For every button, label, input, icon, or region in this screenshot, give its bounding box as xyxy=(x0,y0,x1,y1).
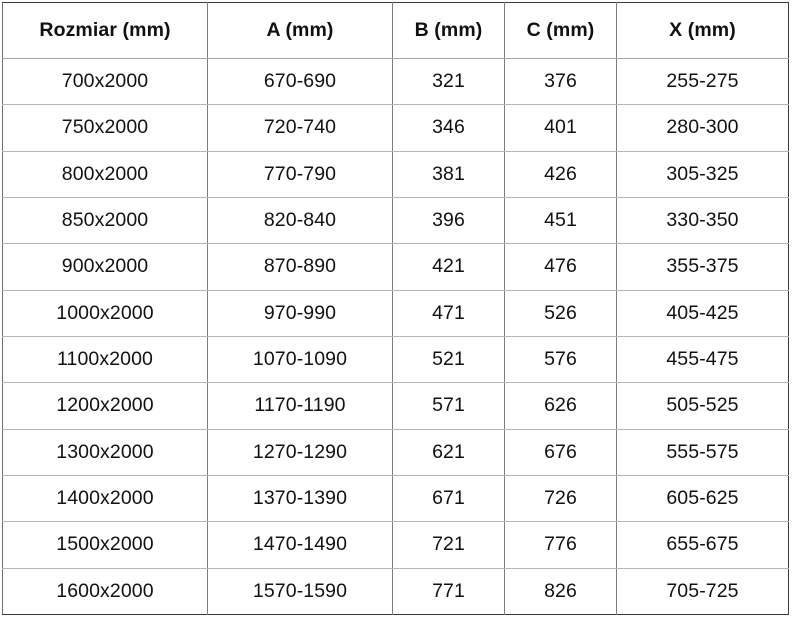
cell-b: 721 xyxy=(392,521,505,569)
cell-x: 405-425 xyxy=(616,290,789,337)
table-header: Rozmiar (mm) A (mm) B (mm) C (mm) X (mm) xyxy=(2,2,789,59)
cell-a: 970-990 xyxy=(207,290,393,337)
cell-a: 1470-1490 xyxy=(207,521,393,569)
cell-b: 321 xyxy=(392,58,505,106)
cell-c: 826 xyxy=(504,568,617,615)
cell-c: 451 xyxy=(504,197,617,245)
cell-a: 820-840 xyxy=(207,197,393,245)
cell-a: 670-690 xyxy=(207,58,393,106)
table-row: 900x2000 870-890 421 476 355-375 xyxy=(2,243,789,291)
table-row: 750x2000 720-740 346 401 280-300 xyxy=(2,104,789,152)
cell-size: 700x2000 xyxy=(2,58,208,106)
cell-size: 1600x2000 xyxy=(2,568,208,615)
cell-c: 776 xyxy=(504,521,617,569)
cell-a: 1270-1290 xyxy=(207,429,393,476)
cell-b: 471 xyxy=(392,290,505,337)
cell-b: 381 xyxy=(392,151,505,198)
cell-size: 1400x2000 xyxy=(2,475,208,523)
cell-b: 521 xyxy=(392,336,505,384)
cell-size: 900x2000 xyxy=(2,243,208,291)
table-body: 700x2000 670-690 321 376 255-275 750x2000 720-… xyxy=(2,58,789,615)
column-header-x: X (mm) xyxy=(616,2,789,59)
table-row: 1500x2000 1470-1490 721 776 655-675 xyxy=(2,521,789,569)
table-row: 1400x2000 1370-1390 671 726 605-625 xyxy=(2,475,789,523)
cell-c: 676 xyxy=(504,429,617,476)
cell-b: 621 xyxy=(392,429,505,476)
cell-c: 426 xyxy=(504,151,617,198)
cell-x: 705-725 xyxy=(616,568,789,615)
cell-size: 850x2000 xyxy=(2,197,208,245)
table-row: 1100x2000 1070-1090 521 576 455-475 xyxy=(2,336,789,384)
dimensions-table: Rozmiar (mm) A (mm) B (mm) C (mm) X (mm)… xyxy=(2,2,789,615)
cell-c: 476 xyxy=(504,243,617,291)
cell-b: 671 xyxy=(392,475,505,523)
cell-a: 870-890 xyxy=(207,243,393,291)
cell-x: 305-325 xyxy=(616,151,789,198)
column-header-b: B (mm) xyxy=(392,2,505,59)
cell-size: 750x2000 xyxy=(2,104,208,152)
cell-x: 280-300 xyxy=(616,104,789,152)
cell-a: 720-740 xyxy=(207,104,393,152)
table-row: 700x2000 670-690 321 376 255-275 xyxy=(2,58,789,106)
table-row: 1000x2000 970-990 471 526 405-425 xyxy=(2,290,789,337)
cell-x: 555-575 xyxy=(616,429,789,476)
table-row: 800x2000 770-790 381 426 305-325 xyxy=(2,151,789,198)
cell-b: 771 xyxy=(392,568,505,615)
cell-x: 355-375 xyxy=(616,243,789,291)
table-row: 1600x2000 1570-1590 771 826 705-725 xyxy=(2,568,789,615)
cell-size: 1500x2000 xyxy=(2,521,208,569)
cell-x: 255-275 xyxy=(616,58,789,106)
cell-size: 1300x2000 xyxy=(2,429,208,476)
cell-x: 605-625 xyxy=(616,475,789,523)
cell-size: 1100x2000 xyxy=(2,336,208,384)
cell-a: 1570-1590 xyxy=(207,568,393,615)
column-header-c: C (mm) xyxy=(504,2,617,59)
cell-a: 1170-1190 xyxy=(207,382,393,430)
cell-c: 576 xyxy=(504,336,617,384)
cell-x: 330-350 xyxy=(616,197,789,245)
cell-c: 726 xyxy=(504,475,617,523)
table-header-row: Rozmiar (mm) A (mm) B (mm) C (mm) X (mm) xyxy=(2,2,789,59)
table-row: 1200x2000 1170-1190 571 626 505-525 xyxy=(2,382,789,430)
cell-a: 770-790 xyxy=(207,151,393,198)
column-header-a: A (mm) xyxy=(207,2,393,59)
cell-a: 1070-1090 xyxy=(207,336,393,384)
cell-a: 1370-1390 xyxy=(207,475,393,523)
cell-size: 800x2000 xyxy=(2,151,208,198)
cell-x: 655-675 xyxy=(616,521,789,569)
cell-b: 396 xyxy=(392,197,505,245)
table-row: 850x2000 820-840 396 451 330-350 xyxy=(2,197,789,245)
cell-b: 421 xyxy=(392,243,505,291)
cell-c: 526 xyxy=(504,290,617,337)
cell-b: 571 xyxy=(392,382,505,430)
table-row: 1300x2000 1270-1290 621 676 555-575 xyxy=(2,429,789,476)
cell-size: 1000x2000 xyxy=(2,290,208,337)
cell-c: 626 xyxy=(504,382,617,430)
cell-x: 455-475 xyxy=(616,336,789,384)
column-header-size: Rozmiar (mm) xyxy=(2,2,208,59)
cell-c: 401 xyxy=(504,104,617,152)
cell-size: 1200x2000 xyxy=(2,382,208,430)
cell-x: 505-525 xyxy=(616,382,789,430)
cell-b: 346 xyxy=(392,104,505,152)
cell-c: 376 xyxy=(504,58,617,106)
